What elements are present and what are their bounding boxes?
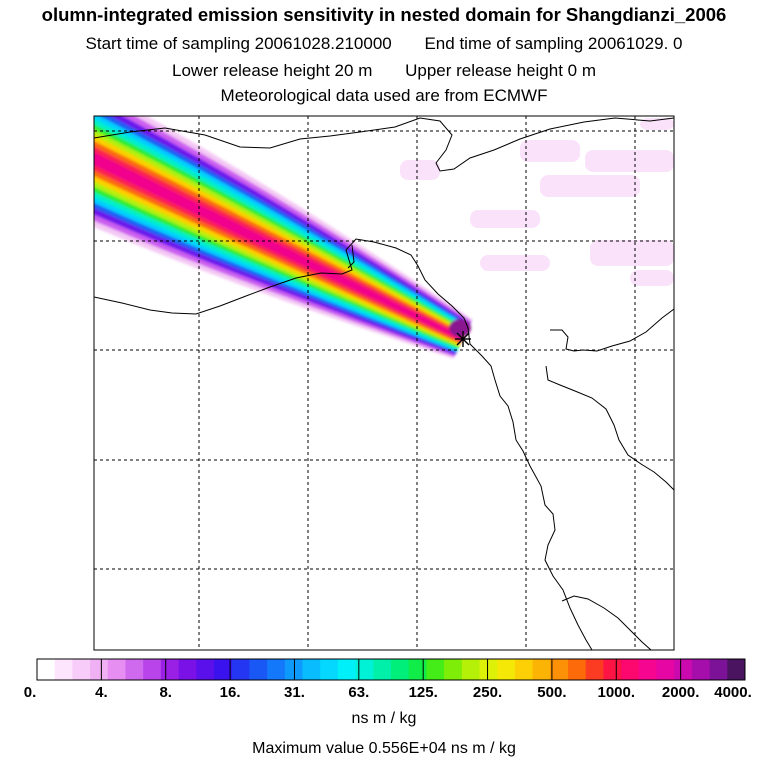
colorbar-swatch (674, 659, 693, 680)
colorbar-swatch (37, 659, 56, 680)
colorbar-swatch (603, 659, 622, 680)
plot-title: olumn-integrated emission sensitivity in… (41, 4, 727, 25)
colorbar-label: 500. (537, 684, 567, 701)
colorbar-label: 0. (23, 684, 37, 701)
colorbar-swatch (320, 659, 339, 680)
receptor-marker (455, 331, 471, 347)
bay-islands (347, 244, 355, 269)
colorbar-swatch (72, 659, 91, 680)
colorbar-swatch (408, 659, 427, 680)
colorbar-swatch (497, 659, 516, 680)
colorbar-swatch (656, 659, 675, 680)
colorbar-swatch (160, 659, 179, 680)
end-time-label: End time of sampling 20061029. 0 (424, 34, 683, 53)
low-sensitivity-patch (480, 255, 550, 271)
colorbar (36, 658, 746, 681)
colorbar-label: 16. (219, 684, 241, 701)
colorbar-swatch (550, 659, 569, 680)
colorbar-swatch (284, 659, 303, 680)
colorbar-swatch (196, 659, 215, 680)
coastline-south (561, 595, 652, 650)
colorbar-swatch (107, 659, 126, 680)
plume-peak (449, 319, 471, 337)
colorbar-swatch (143, 659, 162, 680)
colorbar-label: 31. (284, 684, 305, 701)
max-value-label: Maximum value 0.556E+04 ns m / kg (252, 740, 516, 757)
colorbar-swatch (178, 659, 197, 680)
met-data-label: Meteorological data used are from ECMWF (220, 86, 548, 105)
colorbar-swatch (532, 659, 551, 680)
coastline-north (94, 117, 674, 172)
colorbar-swatch (214, 659, 233, 680)
low-sensitivity-patch (540, 175, 640, 197)
coastline-gulf (94, 238, 593, 650)
colorbar-label: 250. (472, 684, 503, 701)
release-heights: Lower release height 20 m Upper release … (0, 61, 768, 81)
colorbar-label: 125. (408, 684, 438, 701)
colorbar-swatch (444, 659, 463, 680)
colorbar-swatch (585, 659, 604, 680)
low-sensitivity-patches (400, 118, 674, 286)
start-time-label: Start time of sampling 20061028.210000 (85, 34, 392, 53)
colorbar-swatch (373, 659, 392, 680)
colorbar-swatch (391, 659, 410, 680)
gridlines (94, 116, 674, 650)
colorbar-swatch (267, 659, 286, 680)
units-label: ns m / kg (351, 710, 417, 727)
colorbar-swatch (337, 659, 356, 680)
low-sensitivity-patch (585, 150, 674, 172)
colorbar-label: 4000. (714, 684, 752, 701)
low-sensitivity-patch (470, 210, 540, 228)
colorbar-swatch (514, 659, 533, 680)
colorbar-swatch (249, 659, 268, 680)
low-sensitivity-patch (520, 140, 580, 162)
sensitivity-plume (94, 116, 473, 359)
colorbar-swatch (621, 659, 640, 680)
upper-release-label: Upper release height 0 m (405, 61, 596, 80)
colorbar-label: 2000. (661, 684, 700, 701)
map-frame (93, 115, 675, 651)
colorbar-label: 1000. (597, 684, 636, 701)
colorbar-swatch (568, 659, 587, 680)
low-sensitivity-patch (590, 240, 674, 266)
colorbar-label: 8. (159, 684, 172, 701)
colorbar-swatch (709, 659, 728, 680)
colorbar-swatch (125, 659, 144, 680)
colorbar-frame (36, 658, 746, 681)
colorbar-swatch (727, 659, 746, 680)
sampling-times: Start time of sampling 20061028.210000 E… (0, 34, 768, 54)
colorbar-swatch (90, 659, 109, 680)
map-area (94, 116, 674, 650)
colorbar-swatch (426, 659, 445, 680)
colorbar-swatch (231, 659, 250, 680)
colorbar-swatch (691, 659, 710, 680)
coastlines (94, 117, 674, 650)
coastline-lower-east (545, 365, 674, 491)
coastline-peninsula (550, 308, 674, 352)
low-sensitivity-patch (400, 160, 440, 180)
colorbar-label: 63. (348, 684, 370, 701)
colorbar-label: 4. (95, 684, 108, 701)
plume-band (94, 152, 464, 341)
colorbar-swatch (479, 659, 498, 680)
colorbar-swatch (355, 659, 374, 680)
colorbar-swatch (461, 659, 480, 680)
lower-release-label: Lower release height 20 m (172, 61, 373, 80)
colorbar-swatch (302, 659, 321, 680)
low-sensitivity-patch (630, 270, 674, 286)
colorbar-swatch (54, 659, 73, 680)
colorbar-swatch (638, 659, 657, 680)
